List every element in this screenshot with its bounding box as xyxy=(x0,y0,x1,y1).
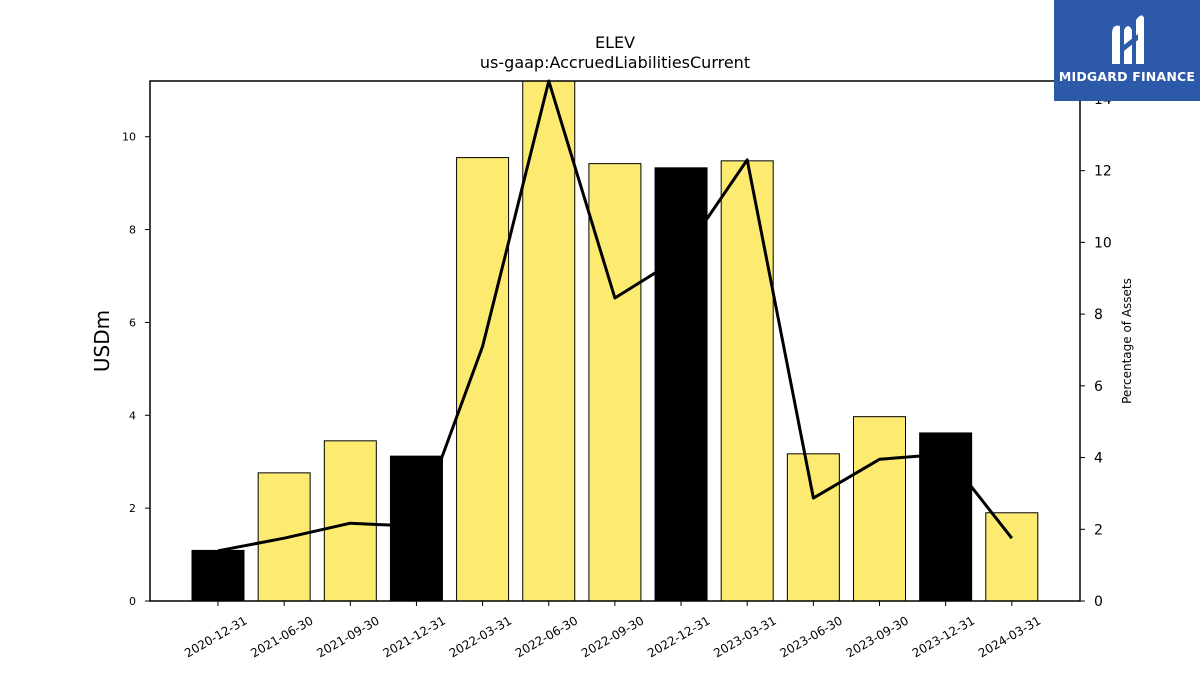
y-tick-label: 4 xyxy=(129,409,136,422)
y2-tick-label: 0 xyxy=(1094,594,1103,610)
y2-tick-label: 8 xyxy=(1094,307,1103,323)
x-tick-label: 2020-12-31 xyxy=(182,613,249,660)
y2-tick-label: 12 xyxy=(1094,164,1112,180)
bar-2024-03-31 xyxy=(985,512,1039,602)
bar-2022-03-31 xyxy=(456,157,510,602)
y2-tick-label: 2 xyxy=(1094,522,1103,538)
chart-title: ELEV xyxy=(595,33,635,52)
x-tick-label: 2021-06-30 xyxy=(248,613,315,660)
bar-2023-03-31 xyxy=(720,160,774,602)
chart-subtitle: us-gaap:AccruedLiabilitiesCurrent xyxy=(480,53,750,72)
y2-axis-label: Percentage of Assets xyxy=(1120,278,1134,404)
x-tick-label: 2024-03-31 xyxy=(976,613,1043,660)
x-tick-label: 2021-09-30 xyxy=(314,613,381,660)
bar-2023-12-31 xyxy=(919,432,973,602)
x-tick-label: 2021-12-31 xyxy=(381,613,448,660)
x-tick-label: 2023-03-31 xyxy=(711,613,778,660)
y-tick-label: 2 xyxy=(129,502,136,515)
bar-series xyxy=(191,80,1039,602)
x-tick-label: 2022-06-30 xyxy=(513,613,580,660)
bar-2020-12-31 xyxy=(191,549,245,602)
y-axis-label: USDm xyxy=(90,310,114,372)
bar-2022-09-30 xyxy=(588,163,642,602)
bar-2023-09-30 xyxy=(853,416,906,602)
bar-2023-06-30 xyxy=(786,453,840,602)
y2-tick-label: 10 xyxy=(1094,235,1112,251)
x-tick-label: 2022-12-31 xyxy=(645,613,712,660)
x-tick-label: 2023-09-30 xyxy=(844,613,911,660)
y2-tick-label: 6 xyxy=(1094,379,1103,395)
brand-logo: MIDGARD FINANCE xyxy=(1054,0,1200,101)
x-tick-label: 2023-06-30 xyxy=(777,613,844,660)
y-tick-label: 0 xyxy=(129,595,136,608)
x-tick-label: 2022-09-30 xyxy=(579,613,646,660)
y-tick-label: 10 xyxy=(122,131,136,144)
bar-2022-12-31 xyxy=(654,167,708,602)
x-tick-label: 2023-12-31 xyxy=(910,613,977,660)
logo-text: MIDGARD FINANCE xyxy=(1058,69,1196,84)
y-tick-label: 6 xyxy=(129,316,136,329)
x-tick-label: 2022-03-31 xyxy=(447,613,514,660)
bar-2021-09-30 xyxy=(323,440,377,602)
y2-tick-label: 4 xyxy=(1094,451,1103,467)
y-tick-label: 8 xyxy=(129,224,136,237)
logo-mark-icon xyxy=(1112,15,1144,64)
